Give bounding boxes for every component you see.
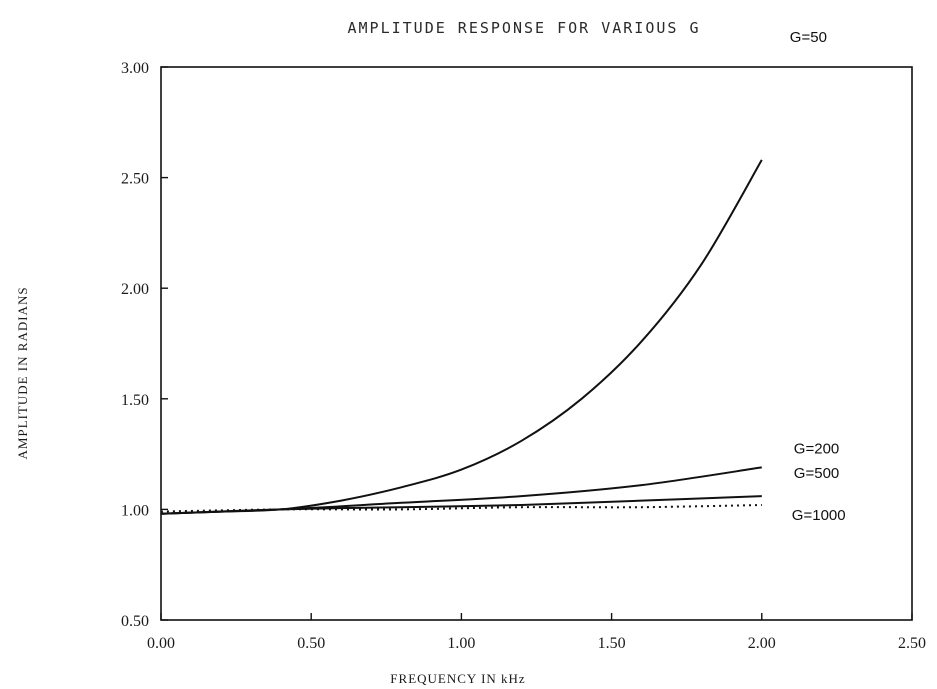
y-tick-label: 1.50 [121, 392, 149, 409]
plot-area-frame [160, 66, 913, 621]
series-label: G=50 [790, 29, 827, 46]
x-axis: 0.00 0.50 1.00 1.50 2.00 2.50 [147, 613, 926, 652]
series-line-g-500 [160, 495, 762, 515]
y-tick-label: 0.50 [121, 613, 149, 630]
y-tick-label: 1.00 [121, 502, 149, 519]
chart-title: AMPLITUDE RESPONSE FOR VARIOUS G [348, 19, 701, 37]
y-tick-label: 2.50 [121, 171, 149, 188]
series-label: G=200 [794, 440, 839, 457]
y-axis: 0.50 1.00 1.50 2.00 2.50 3.00 [121, 60, 168, 630]
series-group [160, 159, 763, 515]
x-tick-label: 1.50 [598, 635, 626, 652]
x-tick-label: 0.50 [297, 635, 325, 652]
y-tick-label: 2.00 [121, 281, 149, 298]
x-tick-label: 2.00 [748, 635, 776, 652]
y-tick-label: 3.00 [121, 60, 149, 77]
x-axis-label: FREQUENCY IN kHz [390, 671, 525, 686]
series-labels: G=50 G=200 G=500 G=1000 [790, 29, 846, 524]
series-line-g-1000 [160, 504, 762, 513]
series-label: G=500 [794, 465, 839, 482]
x-tick-label: 1.00 [447, 635, 475, 652]
series-label: G=1000 [792, 507, 846, 524]
series-line-g-50 [160, 159, 763, 515]
x-tick-label: 0.00 [147, 635, 175, 652]
y-axis-label: AMPLITUDE IN RADIANS [15, 286, 30, 459]
x-tick-label: 2.50 [898, 635, 926, 652]
